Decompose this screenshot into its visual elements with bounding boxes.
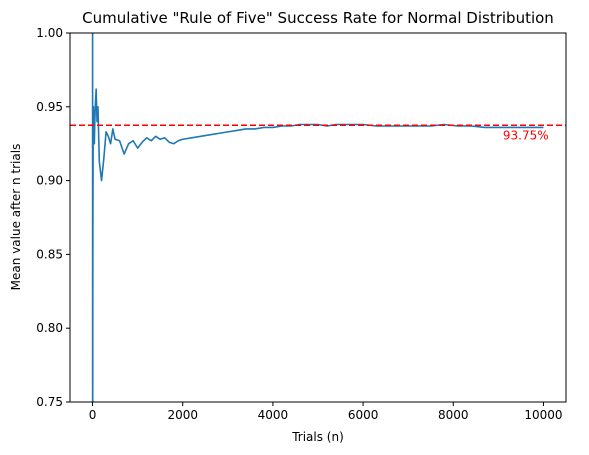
reference-line-label: 93.75%: [503, 128, 549, 142]
y-tick-label: 0.90: [36, 174, 63, 188]
plot-area: 93.75%: [69, 32, 567, 403]
x-tick-label: 4000: [258, 408, 289, 422]
x-tick-label: 2000: [167, 408, 198, 422]
x-tick-label: 6000: [348, 408, 379, 422]
x-tick-label: 10000: [524, 408, 562, 422]
chart-title: Cumulative "Rule of Five" Success Rate f…: [82, 9, 554, 27]
y-tick-label: 0.80: [36, 321, 63, 335]
y-tick-label: 0.95: [36, 100, 63, 114]
x-axis-label: Trials (n): [291, 430, 344, 444]
y-tick-label: 0.85: [36, 247, 63, 261]
y-axis-label: Mean value after n trials: [9, 144, 23, 291]
y-tick-label: 1.00: [36, 26, 63, 40]
series-line-0: [91, 33, 544, 402]
y-tick-label: 0.75: [36, 395, 63, 409]
axis-ticks: 0 2000 4000 6000 8000 10000 0.75 0.80 0.85 0.90 0.…: [36, 26, 562, 422]
x-tick-label: 0: [89, 408, 97, 422]
x-tick-label: 8000: [438, 408, 469, 422]
axes-frame: [69, 32, 567, 403]
